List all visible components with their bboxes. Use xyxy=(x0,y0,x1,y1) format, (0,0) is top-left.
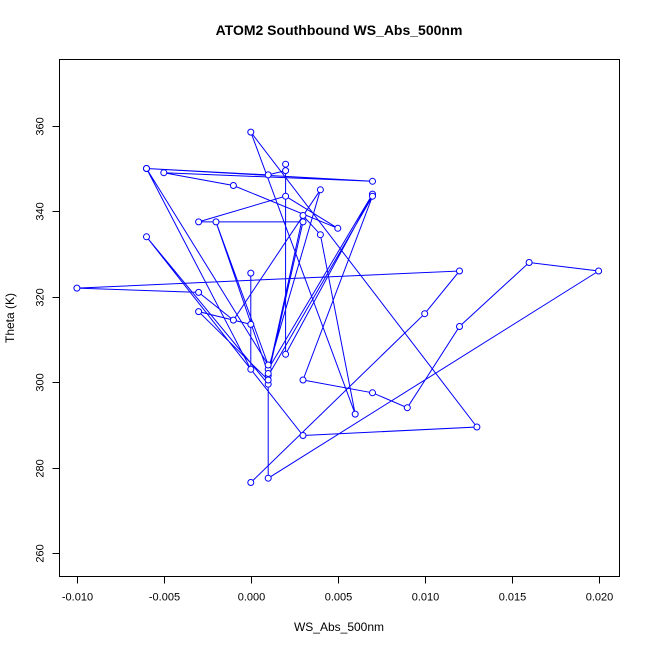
data-point xyxy=(369,192,376,200)
data-point xyxy=(299,376,307,384)
data-point xyxy=(456,267,463,275)
data-point xyxy=(316,186,324,194)
chart-title: ATOM2 Southbound WS_Abs_500nm xyxy=(216,22,463,38)
series-line xyxy=(76,131,601,483)
data-point xyxy=(595,267,603,275)
x-tick-label: 0.010 xyxy=(412,592,440,604)
data-point xyxy=(143,165,150,172)
data-point xyxy=(299,432,307,439)
data-point xyxy=(264,370,272,377)
x-axis: -0.010 -0.005 0.000 0.005 0.010 0.015 0.020 xyxy=(62,576,614,604)
data-point xyxy=(247,479,255,486)
data-point xyxy=(247,128,255,136)
data-point xyxy=(299,212,307,219)
data-point xyxy=(282,167,290,175)
y-axis: 260 280 300 320 340 360 xyxy=(35,117,60,563)
data-point xyxy=(212,218,220,226)
y-tick-label: 280 xyxy=(35,459,47,477)
data-point xyxy=(195,218,203,226)
data-point xyxy=(73,284,81,292)
y-tick-label: 340 xyxy=(35,202,47,220)
x-tick-label: -0.005 xyxy=(149,592,180,604)
plot-frame xyxy=(59,59,620,577)
x-tick-label: 0.000 xyxy=(238,592,266,604)
data-point xyxy=(160,169,168,177)
data-point xyxy=(247,365,255,373)
y-tick-label: 260 xyxy=(35,544,47,562)
data-point xyxy=(282,350,290,358)
data-point xyxy=(316,231,324,239)
x-tick-label: 0.015 xyxy=(499,592,527,604)
data-point xyxy=(403,404,411,412)
data-point xyxy=(456,323,463,330)
data-point xyxy=(195,308,203,316)
data-point xyxy=(421,310,429,318)
data-point xyxy=(299,218,307,226)
series-points xyxy=(73,128,603,486)
data-point xyxy=(229,316,237,324)
data-point xyxy=(264,361,272,369)
data-point xyxy=(247,269,255,277)
x-tick-label: -0.010 xyxy=(62,592,93,604)
data-point xyxy=(247,320,255,328)
data-point xyxy=(282,160,290,168)
data-point xyxy=(282,192,290,200)
data-point xyxy=(264,376,272,384)
data-point xyxy=(369,177,376,185)
data-point xyxy=(143,233,150,241)
data-point xyxy=(264,171,272,179)
y-tick-label: 320 xyxy=(35,288,47,306)
data-point xyxy=(473,423,481,431)
data-point xyxy=(369,389,376,397)
series-lines xyxy=(76,131,601,483)
data-point xyxy=(351,410,359,418)
x-tick-label: 0.005 xyxy=(325,592,353,604)
data-point xyxy=(334,224,342,232)
data-point xyxy=(525,259,533,266)
data-point xyxy=(195,288,203,296)
y-axis-label: Theta (K) xyxy=(3,293,17,343)
x-tick-label: 0.020 xyxy=(586,592,614,604)
y-tick-label: 300 xyxy=(35,373,47,391)
x-axis-label: WS_Abs_500nm xyxy=(294,620,384,634)
data-point xyxy=(264,474,272,482)
data-point xyxy=(229,182,237,189)
y-tick-label: 360 xyxy=(35,117,47,135)
